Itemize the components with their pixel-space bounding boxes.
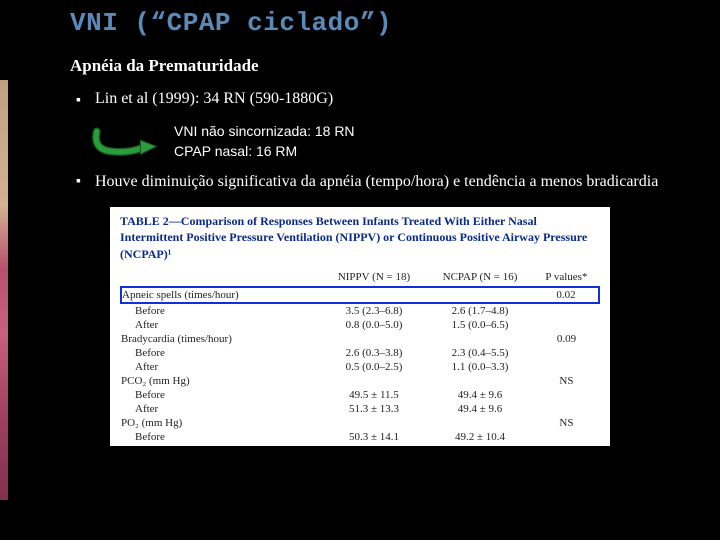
data-table: NIPPV (N = 18) NCPAP (N = 16) P values* …	[120, 268, 600, 444]
cell	[426, 374, 534, 388]
cell	[426, 416, 534, 430]
cell: 2.6 (0.3–3.8)	[322, 346, 426, 360]
cell-label: Bradycardia (times/hour)	[121, 332, 322, 346]
cell-label: PO₂ (mm Hg)	[121, 416, 322, 430]
cell	[534, 303, 599, 318]
cell	[322, 416, 426, 430]
cell-label: After	[121, 402, 322, 416]
cell: NS	[534, 416, 599, 430]
slide-title: VNI (“CPAP ciclado”)	[70, 8, 660, 38]
cell	[426, 287, 534, 303]
cell: 2.3 (0.4–5.5)	[426, 346, 534, 360]
cell: 49.5 ± 11.5	[322, 388, 426, 402]
cell: 0.8 (0.0–5.0)	[322, 318, 426, 332]
cell	[534, 346, 599, 360]
bullet-marker: ▪	[76, 171, 81, 193]
curved-arrow-icon	[88, 124, 158, 160]
center-line-1: VNI não sincornizada: 18 RN	[174, 122, 355, 142]
table-row: PCO₂ (mm Hg) NS	[121, 374, 599, 388]
th-2: NCPAP (N = 16)	[426, 268, 534, 287]
table-row: After0.8 (0.0–5.0)1.5 (0.0–6.5)	[121, 318, 599, 332]
table-row: Before2.6 (0.3–3.8)2.3 (0.4–5.5)	[121, 346, 599, 360]
th-1: NIPPV (N = 18)	[322, 268, 426, 287]
cell-label: Before	[121, 303, 322, 318]
cell: NS	[534, 374, 599, 388]
th-3: P values*	[534, 268, 599, 287]
cell: 50.3 ± 14.1	[322, 430, 426, 444]
cell	[322, 374, 426, 388]
subtitle: Apnéia da Prematuridade	[70, 56, 660, 76]
bullet-marker: ▪	[76, 90, 81, 112]
cell	[426, 332, 534, 346]
table-row: Bradycardia (times/hour) 0.09	[121, 332, 599, 346]
cell-label: Before	[121, 346, 322, 360]
table-row: After51.3 ± 13.349.4 ± 9.6	[121, 402, 599, 416]
bullet-2-text: Houve diminuição significativa da apnéia…	[95, 171, 658, 193]
bullet-1: ▪ Lin et al (1999): 34 RN (590-1880G)	[70, 90, 660, 112]
cell	[322, 287, 426, 303]
table-title: TABLE 2—Comparison of Responses Between …	[120, 213, 600, 262]
cell	[322, 332, 426, 346]
cell: 49.2 ± 10.4	[426, 430, 534, 444]
cell: 0.5 (0.0–2.5)	[322, 360, 426, 374]
cell: 0.02	[534, 287, 599, 303]
center-line-2: CPAP nasal: 16 RM	[174, 142, 355, 162]
table-row: After0.5 (0.0–2.5)1.1 (0.0–3.3)	[121, 360, 599, 374]
cell	[534, 318, 599, 332]
cell-label: After	[121, 360, 322, 374]
cell-label: Apneic spells (times/hour)	[121, 287, 322, 303]
cell: 49.4 ± 9.6	[426, 388, 534, 402]
cell	[534, 402, 599, 416]
cell-label: PCO₂ (mm Hg)	[121, 374, 322, 388]
cell	[534, 430, 599, 444]
cell	[534, 360, 599, 374]
cell-label: Before	[121, 388, 322, 402]
cell: 1.1 (0.0–3.3)	[426, 360, 534, 374]
table-row: Before49.5 ± 11.549.4 ± 9.6	[121, 388, 599, 402]
slide-content: VNI (“CPAP ciclado”) Apnéia da Prematuri…	[0, 0, 720, 446]
table-panel: TABLE 2—Comparison of Responses Between …	[110, 207, 610, 446]
bullet-2: ▪ Houve diminuição significativa da apné…	[70, 171, 660, 193]
accent-bar	[0, 80, 8, 500]
cell	[534, 388, 599, 402]
table-row: PO₂ (mm Hg) NS	[121, 416, 599, 430]
cell-label: After	[121, 318, 322, 332]
cell: 3.5 (2.3–6.8)	[322, 303, 426, 318]
bullet-1-text: Lin et al (1999): 34 RN (590-1880G)	[95, 90, 333, 108]
table-row: Before3.5 (2.3–6.8)2.6 (1.7–4.8)	[121, 303, 599, 318]
table-row: Apneic spells (times/hour) 0.02	[121, 287, 599, 303]
th-0	[121, 268, 322, 287]
cell: 49.4 ± 9.6	[426, 402, 534, 416]
table-row: Before50.3 ± 14.149.2 ± 10.4	[121, 430, 599, 444]
table-header-row: NIPPV (N = 18) NCPAP (N = 16) P values*	[121, 268, 599, 287]
center-text: VNI não sincornizada: 18 RN CPAP nasal: …	[174, 122, 355, 161]
arrow-row: VNI não sincornizada: 18 RN CPAP nasal: …	[88, 122, 660, 161]
cell: 51.3 ± 13.3	[322, 402, 426, 416]
cell: 1.5 (0.0–6.5)	[426, 318, 534, 332]
cell-label: Before	[121, 430, 322, 444]
cell: 0.09	[534, 332, 599, 346]
cell: 2.6 (1.7–4.8)	[426, 303, 534, 318]
